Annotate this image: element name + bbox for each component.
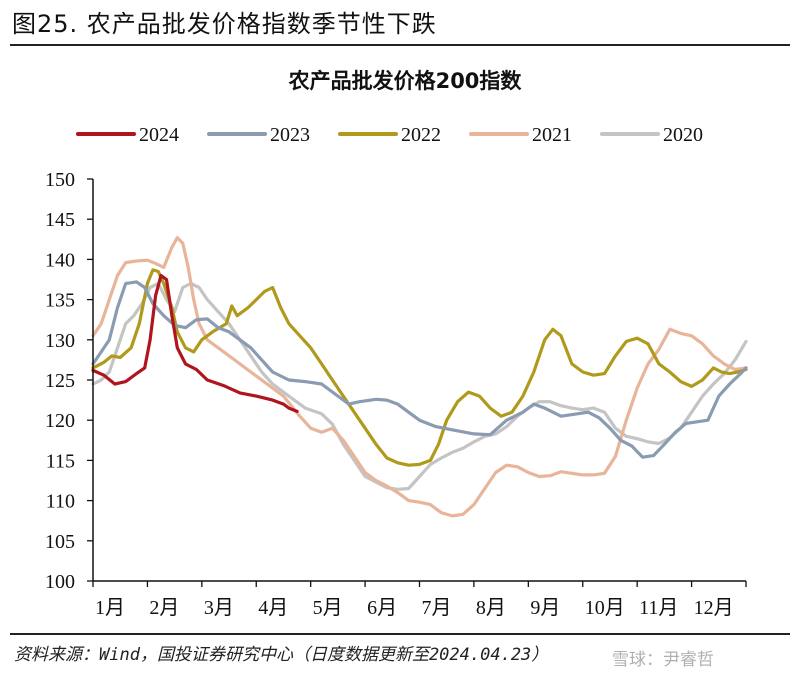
y-tick-label: 125 (45, 370, 75, 392)
y-tick-label: 135 (45, 290, 75, 312)
x-tick-label: 2月 (149, 597, 179, 619)
x-tick-label: 6月 (367, 597, 397, 619)
y-tick-label: 150 (45, 169, 75, 191)
x-tick-label: 1月 (95, 597, 125, 619)
chart-title: 农产品批发价格200指数 (288, 69, 523, 93)
y-tick-label: 100 (45, 571, 75, 593)
x-tick-label: 10月 (585, 597, 625, 619)
x-tick-label: 12月 (694, 597, 734, 619)
series-layer (91, 236, 748, 518)
y-tick-label: 110 (46, 491, 75, 513)
legend-label: 2022 (401, 124, 441, 146)
legend-item-2023: 2023 (207, 124, 310, 146)
axes: 100 105 110 115 120 125 130 135 140 145 150 1月 2月 3月 4… (45, 169, 747, 619)
legend-label: 2020 (663, 124, 703, 146)
legend-item-2024: 2024 (76, 124, 179, 146)
watermark: 雪球：尹睿哲 (612, 650, 714, 670)
y-tick-label: 120 (45, 410, 75, 432)
figure-title: 图25. 农产品批发价格指数季节性下跌 (12, 10, 437, 38)
x-tick-label: 4月 (258, 597, 288, 619)
series-line-2021 (91, 236, 748, 518)
x-tick-label: 3月 (204, 597, 234, 619)
x-tick-label: 5月 (313, 597, 343, 619)
y-tick-label: 115 (46, 450, 75, 472)
source-note: 资料来源：Wind，国投证券研究中心（日度数据更新至2024.04.23） (14, 645, 549, 665)
x-tick-label: 11月 (639, 597, 678, 619)
title-rule (10, 44, 790, 46)
legend-item-2020: 2020 (600, 124, 703, 146)
line-chart: 农产品批发价格200指数 2024 2023 2022 2021 2020 100 105… (45, 69, 748, 619)
y-tick-label: 105 (45, 531, 75, 553)
legend-label: 2024 (139, 124, 179, 146)
source-rule (10, 633, 790, 635)
series-line-2023 (91, 280, 748, 459)
legend-item-2021: 2021 (469, 124, 572, 146)
series-line-2022 (91, 268, 748, 467)
y-tick-label: 130 (45, 330, 75, 352)
legend-label: 2021 (532, 124, 572, 146)
series-line-2024 (91, 273, 299, 413)
series-line-2020 (91, 281, 748, 491)
x-tick-label: 9月 (530, 597, 560, 619)
legend-label: 2023 (270, 124, 310, 146)
x-tick-label: 7月 (422, 597, 452, 619)
y-tick-label: 140 (45, 249, 75, 271)
legend-item-2022: 2022 (338, 124, 441, 146)
legend: 2024 2023 2022 2021 2020 (76, 124, 703, 146)
y-tick-label: 145 (45, 209, 75, 231)
x-tick-label: 8月 (476, 597, 506, 619)
